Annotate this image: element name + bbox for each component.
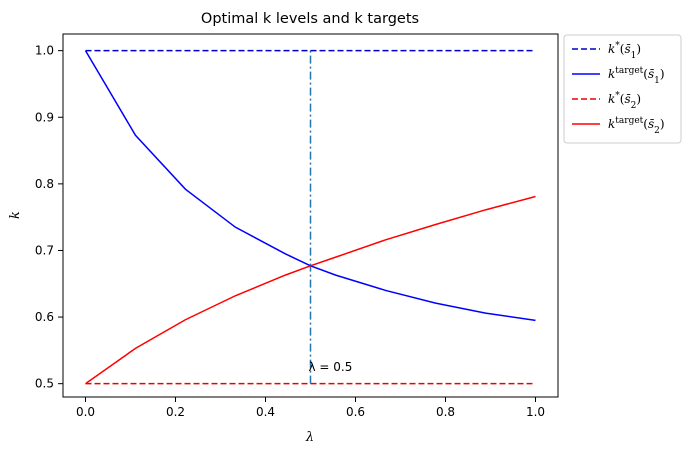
legend-label-4: ktarget(s̄2): [608, 116, 665, 136]
x-tick-label: 0.2: [166, 405, 185, 419]
y-tick-label: 0.5: [35, 377, 54, 391]
legend-label-2: ktarget(s̄1): [608, 66, 665, 86]
x-tick-label: 0.0: [76, 405, 95, 419]
legend-box: [563, 34, 682, 144]
y-tick-label: 0.6: [35, 310, 54, 324]
y-tick-label: 0.7: [35, 243, 54, 257]
y-tick-label: 1.0: [35, 44, 54, 58]
x-tick-label: 0.8: [436, 405, 455, 419]
legend-label-3: k*(s̄2): [608, 91, 641, 111]
series-line-4: [85, 195, 536, 385]
chart-legend: k*(s̄1) ktarget(s̄1) k*(s̄2) ktarget(s̄2): [563, 34, 682, 144]
chart-marks: λ = 0.5: [84, 49, 536, 385]
chart-title: Optimal k levels and k targets: [201, 11, 419, 27]
y-axis-label: k: [8, 211, 23, 219]
y-tick-label: 0.8: [35, 177, 54, 191]
plot-frame: [62, 33, 559, 398]
x-tick-label: 1.0: [526, 405, 545, 419]
x-axis-label: λ: [305, 430, 314, 445]
annotation-1: λ = 0.5: [309, 360, 353, 374]
legend-label-1: k*(s̄1): [608, 41, 641, 61]
chart-axes: 0.0 0.2 0.4 0.6 0.8 1.0 0.5 0.6 0.7 0.8 0.9 1.0: [35, 44, 545, 419]
x-tick-label: 0.6: [346, 405, 365, 419]
y-tick-label: 0.9: [35, 110, 54, 124]
x-tick-label: 0.4: [256, 405, 275, 419]
